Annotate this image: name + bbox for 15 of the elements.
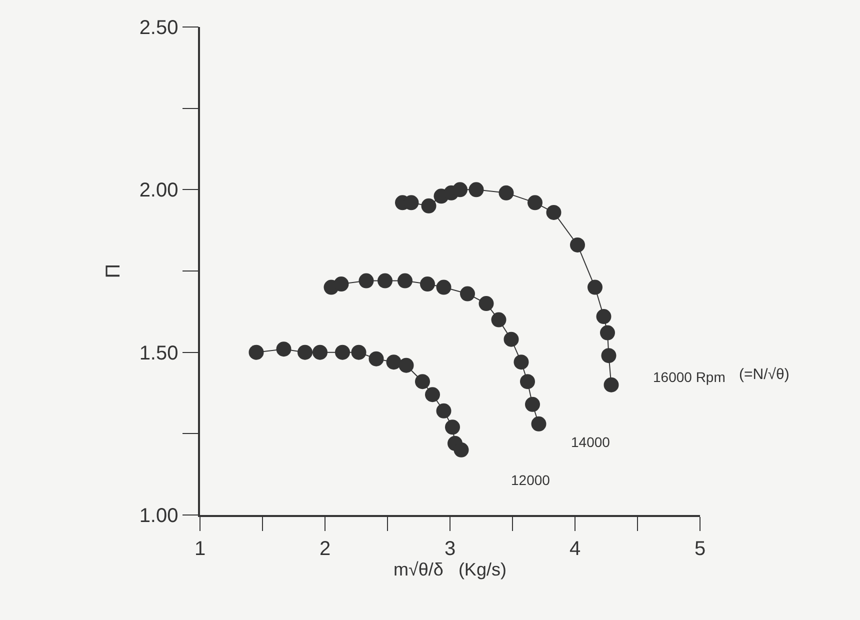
x-tick-label: 2 (319, 538, 331, 560)
text: 12000 (511, 472, 550, 488)
x-tick-label: 1 (194, 538, 206, 560)
text: (=N/√θ) (739, 366, 790, 383)
series-label: 14000 (571, 434, 610, 450)
x-tick-label: 3 (444, 538, 456, 560)
y-tick-label: 2.50 (139, 17, 178, 39)
y-tick-label: 1.00 (139, 505, 178, 527)
x-tick-label: 5 (694, 538, 706, 560)
y-tick-label: 1.50 (139, 342, 178, 364)
y-axis-title: Π (102, 264, 124, 278)
x-tick-label: 4 (569, 538, 581, 560)
x-axis-title: m√θ/δ (Kg/s) (394, 560, 506, 580)
y-tick-label: 2.00 (139, 180, 178, 202)
text: 16000 Rpm (653, 369, 726, 385)
